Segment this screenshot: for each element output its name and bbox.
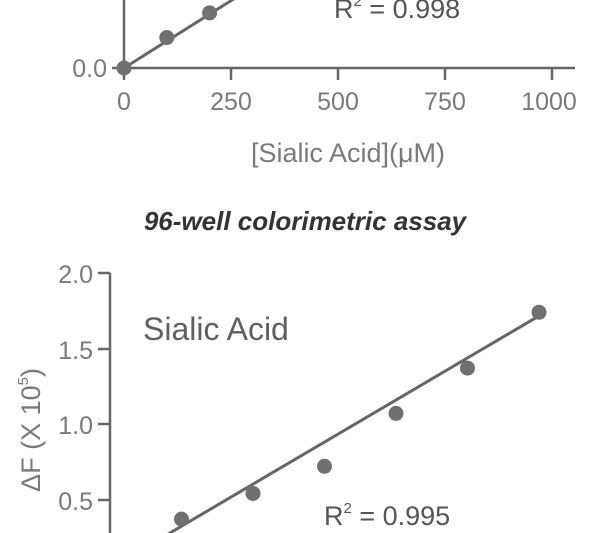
bottom-y-axis: 2.0 1.5 1.0 0.5 ΔF (X 105) <box>15 261 112 533</box>
bottom-r2-label: R2 = 0.995 <box>324 500 450 531</box>
panel-title: 96-well colorimetric assay <box>144 206 468 236</box>
bottom-data-point <box>388 405 404 421</box>
top-x-tick-label: 0 <box>117 88 131 116</box>
top-data-point <box>116 60 132 76</box>
bottom-y-axis-title: ΔF (X 105) <box>15 368 46 492</box>
top-y-axis: 0.0 <box>72 0 126 83</box>
bottom-data-point <box>460 360 475 376</box>
top-y-tick-label: 0.0 <box>72 55 107 83</box>
bottom-fit-line <box>166 312 544 533</box>
bottom-chart: 2.0 1.5 1.0 0.5 ΔF (X 105) Sialic Acid R… <box>15 261 547 533</box>
series-label: Sialic Acid <box>143 311 289 347</box>
top-data-point <box>202 5 218 21</box>
top-x-tick-label: 750 <box>424 88 466 116</box>
top-plot-area <box>116 0 235 76</box>
top-x-tick-label: 1000 <box>521 88 577 116</box>
bottom-plot-area <box>166 304 547 533</box>
bottom-y-tick-label: 1.0 <box>58 412 93 440</box>
bottom-data-point <box>245 485 261 501</box>
top-data-point <box>159 30 175 46</box>
bottom-y-tick-label: 0.5 <box>58 488 93 516</box>
bottom-data-point <box>174 511 189 527</box>
top-x-axis: 0 250 500 750 1000 [Sialic Acid](μM) <box>117 66 577 168</box>
top-x-axis-title: [Sialic Acid](μM) <box>251 138 445 168</box>
top-r2-label: R2 = 0.998 <box>334 0 460 24</box>
bottom-y-tick-label: 1.5 <box>58 337 93 365</box>
top-x-tick-label: 250 <box>210 88 252 116</box>
top-chart: 0.0 0 250 500 750 1000 [Sialic Acid](μM)… <box>72 0 577 168</box>
top-fit-line <box>123 0 235 70</box>
top-x-tick-label: 500 <box>317 88 359 116</box>
bottom-y-tick-label: 2.0 <box>58 261 93 289</box>
bottom-data-point <box>317 458 332 474</box>
bottom-data-point <box>531 304 547 320</box>
